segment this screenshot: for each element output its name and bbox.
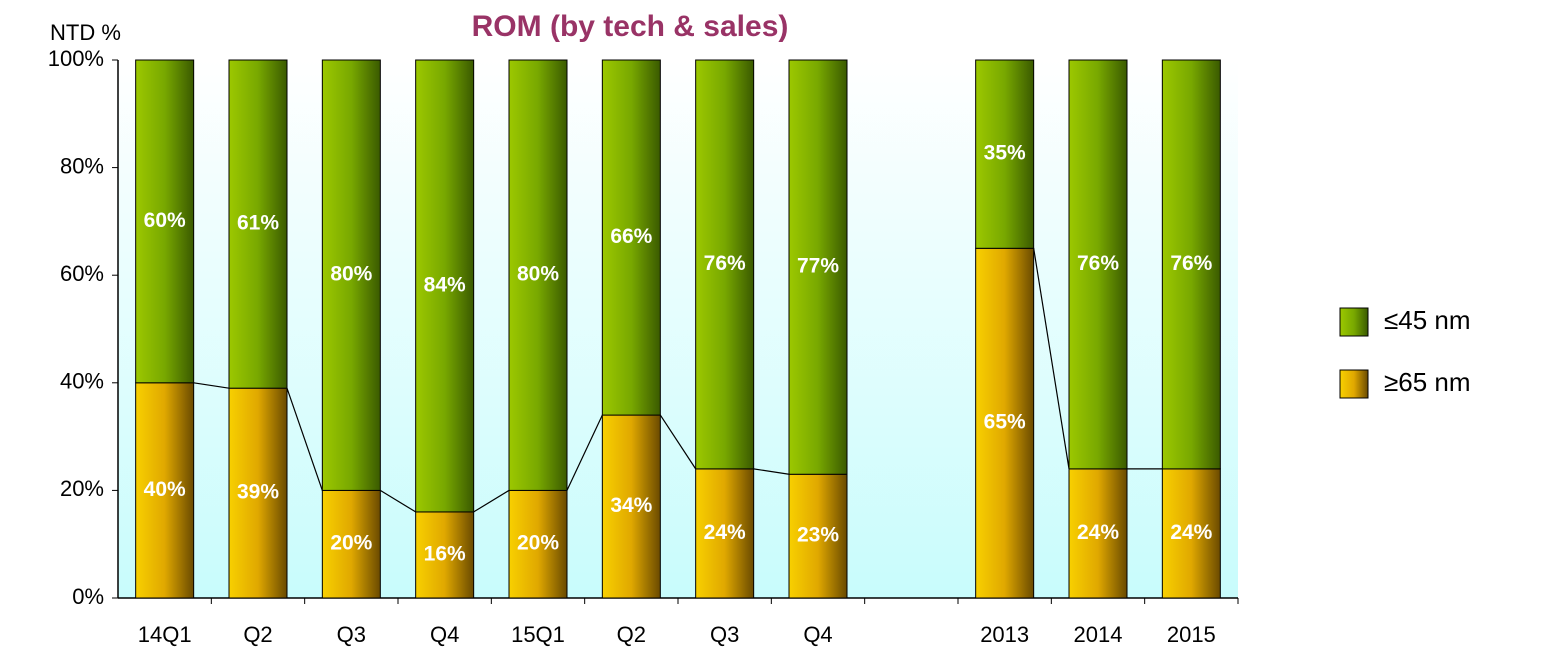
bar-segment xyxy=(228,59,288,389)
y-tick-label: 0% xyxy=(72,584,104,609)
bar-segment xyxy=(601,59,661,416)
value-label: 24% xyxy=(1077,521,1119,544)
bar-segment xyxy=(135,59,195,384)
value-label: 66% xyxy=(610,225,652,248)
x-tick-label: 2014 xyxy=(1074,622,1123,647)
value-label: 76% xyxy=(704,252,746,275)
connector xyxy=(380,489,416,513)
bar-segment xyxy=(975,247,1035,599)
value-label: 23% xyxy=(797,524,839,547)
bar-segment xyxy=(788,59,848,475)
bar-segment xyxy=(508,59,568,491)
bar-segment xyxy=(975,59,1035,249)
y-tick-label: 20% xyxy=(60,476,104,501)
bar-segment xyxy=(1068,468,1128,599)
legend-swatch xyxy=(1339,369,1369,399)
value-label: 80% xyxy=(517,263,559,286)
value-label: 24% xyxy=(1170,521,1212,544)
value-label: 20% xyxy=(517,532,559,555)
x-tick-label: Q4 xyxy=(430,622,459,647)
x-tick-label: Q4 xyxy=(803,622,832,647)
legend-label: ≥65 nm xyxy=(1384,367,1471,397)
value-label: 34% xyxy=(610,494,652,517)
x-tick-label: 15Q1 xyxy=(511,622,565,647)
chart-title: ROM (by tech & sales) xyxy=(472,10,789,43)
y-tick-label: 40% xyxy=(60,369,104,394)
bar-segment xyxy=(415,59,475,513)
x-tick-label: 2013 xyxy=(980,622,1029,647)
x-tick-label: Q3 xyxy=(710,622,739,647)
x-tick-label: 2015 xyxy=(1167,622,1216,647)
bar-segment xyxy=(695,468,755,599)
bar-segment xyxy=(321,59,381,491)
connector xyxy=(566,414,603,491)
x-tick-label: Q2 xyxy=(617,622,646,647)
value-label: 77% xyxy=(797,255,839,278)
plot-background xyxy=(118,60,1238,598)
connector xyxy=(193,382,230,389)
y-tick-label: 100% xyxy=(48,46,104,71)
value-label: 65% xyxy=(984,411,1026,434)
connector xyxy=(659,414,697,470)
legend-swatch xyxy=(1339,307,1369,337)
y-tick-label: 80% xyxy=(60,153,104,178)
bar-segment xyxy=(321,489,381,599)
bar-segment xyxy=(228,387,288,599)
bar-segment xyxy=(135,382,195,599)
value-label: 60% xyxy=(144,209,186,232)
value-label: 80% xyxy=(330,263,372,286)
connector xyxy=(473,489,510,513)
value-label: 35% xyxy=(984,142,1026,165)
x-tick-label: Q2 xyxy=(243,622,272,647)
value-label: 40% xyxy=(144,478,186,501)
value-label: 24% xyxy=(704,521,746,544)
value-label: 39% xyxy=(237,481,279,504)
value-label: 84% xyxy=(424,274,466,297)
legend-label: ≤45 nm xyxy=(1384,305,1471,335)
value-label: 76% xyxy=(1170,252,1212,275)
value-label: 16% xyxy=(424,543,466,566)
bar-segment xyxy=(508,489,568,599)
value-label: 61% xyxy=(237,212,279,235)
bar-segment xyxy=(415,511,475,599)
bar-segment xyxy=(1068,59,1128,470)
x-tick-label: 14Q1 xyxy=(138,622,192,647)
bar-segment xyxy=(695,59,755,470)
x-tick-label: Q3 xyxy=(337,622,366,647)
y-axis-label: NTD % xyxy=(50,20,121,45)
connector xyxy=(1033,248,1070,469)
bar-segment xyxy=(788,473,848,599)
y-tick-label: 60% xyxy=(60,261,104,286)
bar-segment xyxy=(1161,59,1221,470)
connector xyxy=(286,387,323,491)
value-label: 20% xyxy=(330,532,372,555)
bar-segment xyxy=(601,414,661,599)
connector xyxy=(753,468,790,475)
value-label: 76% xyxy=(1077,252,1119,275)
